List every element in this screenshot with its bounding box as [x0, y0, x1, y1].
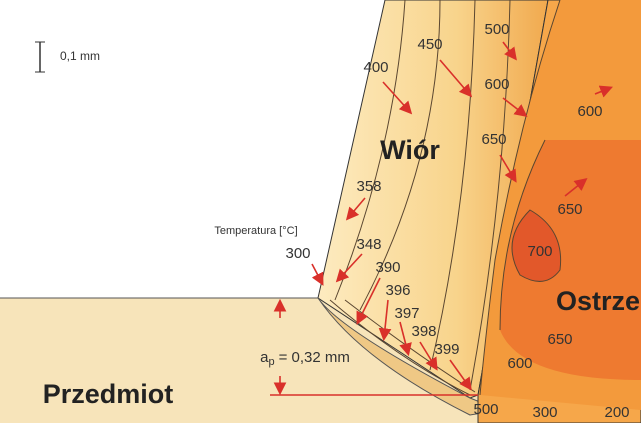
value: = 0,32 mm	[279, 349, 350, 366]
isotherm-label: 390	[375, 259, 400, 276]
isotherm-label: 398	[411, 323, 436, 340]
isotherm-label: 396	[385, 282, 410, 299]
scale-label: 0,1 mm	[60, 49, 100, 63]
isotherm-label: 600	[484, 76, 509, 93]
isotherm-label: 600	[507, 355, 532, 372]
isotherm-label: 397	[394, 305, 419, 322]
legend-title: Temperatura [°C]	[214, 225, 297, 237]
isotherm-label: 399	[434, 341, 459, 358]
isotherm-label: 450	[417, 36, 442, 53]
isotherm-label: 650	[557, 201, 582, 218]
cutting-diagram: 0,1 mm Temperatura [°C] Wiór Ostrze Prze…	[0, 0, 641, 423]
isotherm-label: 358	[356, 178, 381, 195]
isotherm-label: 500	[484, 21, 509, 38]
isotherm-label: 650	[481, 131, 506, 148]
isotherm-label: 600	[577, 103, 602, 120]
isotherm-label: 300	[285, 245, 310, 262]
chip-label: Wiór	[380, 135, 440, 165]
isotherm-label: 300	[532, 404, 557, 421]
isotherm-label: 348	[356, 236, 381, 253]
tool-label: Ostrze	[556, 286, 640, 316]
isotherm-label: 650	[547, 331, 572, 348]
isotherm-label: 700	[527, 243, 552, 260]
subscript: p	[268, 356, 274, 368]
isotherm-label: 200	[604, 404, 629, 421]
isotherm-label: 500	[473, 401, 498, 418]
workpiece-label: Przedmiot	[43, 379, 174, 409]
isotherm-label: 400	[363, 59, 388, 76]
